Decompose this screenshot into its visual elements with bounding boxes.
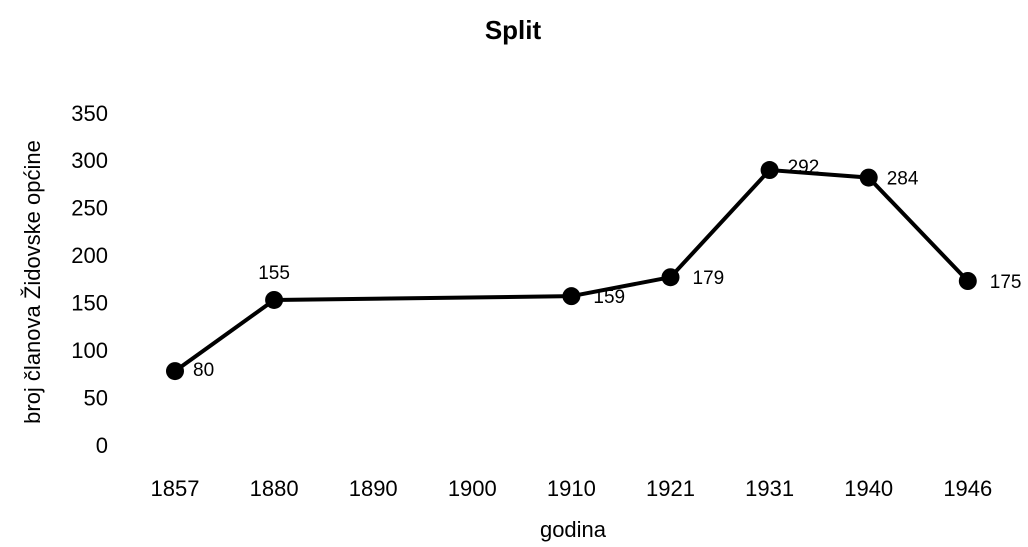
x-tick-label: 1910 [547,476,596,501]
data-point [265,290,284,309]
y-tick-label: 300 [71,148,108,173]
data-line [173,167,970,373]
data-label: 175 [990,272,1022,293]
data-point [958,272,977,290]
data-label: 284 [887,169,919,190]
data-label: 179 [693,268,725,289]
x-tick-label: 1857 [151,476,200,501]
data-point [166,362,184,381]
x-tick-label: 1880 [250,476,299,501]
y-tick-label: 100 [71,338,108,363]
y-tick-label: 150 [71,291,108,316]
y-tick-label: 0 [96,433,108,458]
y-tick-label: 50 [84,385,108,410]
x-tick-label: 1921 [646,476,695,501]
x-axis-label: godina [540,517,607,542]
data-label: 292 [788,157,820,178]
chart-title: Split [485,15,542,45]
x-tick-label: 1900 [448,476,497,501]
y-axis-label: broj članova Židovske općine [20,140,45,424]
x-tick-label: 1946 [943,476,992,501]
data-label: 155 [258,263,290,284]
data-point [661,268,680,287]
y-tick-label: 350 [71,101,108,126]
data-point [562,287,581,306]
data-label: 80 [193,360,214,381]
y-tick-label: 250 [71,196,108,221]
y-tick-label: 200 [71,243,108,268]
data-point [859,168,878,187]
x-tick-label: 1890 [349,476,398,501]
data-point [760,161,779,180]
x-tick-label: 1931 [745,476,794,501]
data-label: 159 [593,287,625,308]
x-tick-label: 1940 [844,476,893,501]
